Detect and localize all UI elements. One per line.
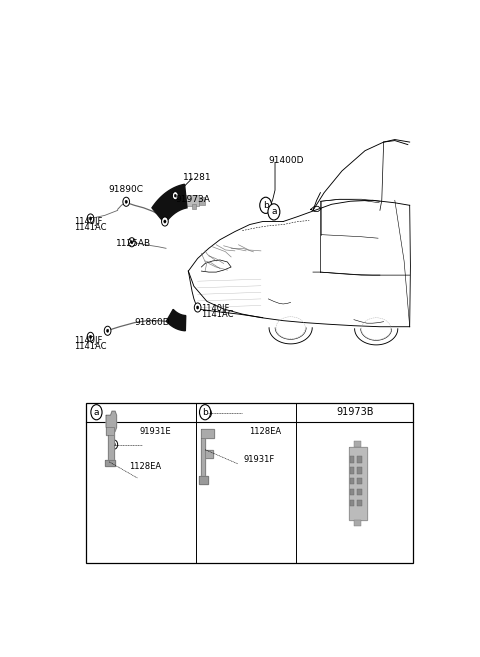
- Circle shape: [87, 214, 94, 223]
- Polygon shape: [201, 438, 205, 476]
- Text: 1125AB: 1125AB: [116, 238, 151, 248]
- Text: 91890C: 91890C: [108, 185, 144, 194]
- Bar: [357, 489, 362, 495]
- Bar: [357, 467, 362, 474]
- Text: 1128EA: 1128EA: [129, 463, 161, 471]
- Circle shape: [164, 220, 166, 223]
- Text: 1140JF: 1140JF: [74, 336, 103, 345]
- Bar: [349, 478, 354, 484]
- Bar: [349, 489, 354, 495]
- FancyBboxPatch shape: [163, 195, 199, 206]
- Polygon shape: [201, 430, 214, 438]
- FancyBboxPatch shape: [192, 204, 196, 209]
- Text: 11281: 11281: [183, 173, 211, 182]
- Polygon shape: [205, 449, 213, 458]
- Circle shape: [113, 443, 116, 446]
- Circle shape: [104, 327, 111, 335]
- Text: b: b: [263, 201, 269, 210]
- Bar: [354, 520, 361, 526]
- Text: 91973B: 91973B: [336, 407, 373, 417]
- Text: 1140JF: 1140JF: [202, 304, 230, 313]
- Circle shape: [125, 200, 127, 204]
- Circle shape: [129, 238, 135, 247]
- Circle shape: [207, 412, 209, 415]
- Circle shape: [200, 405, 211, 420]
- Bar: [349, 467, 354, 474]
- Polygon shape: [106, 411, 117, 432]
- Text: 1140JF: 1140JF: [74, 217, 103, 226]
- Circle shape: [107, 329, 109, 332]
- Polygon shape: [167, 309, 186, 330]
- Circle shape: [172, 192, 178, 200]
- Polygon shape: [152, 184, 187, 224]
- Bar: [357, 478, 362, 484]
- Circle shape: [111, 440, 118, 449]
- Text: a: a: [94, 408, 99, 417]
- Circle shape: [194, 303, 201, 312]
- Text: 1141AC: 1141AC: [202, 310, 234, 319]
- Text: 1141AC: 1141AC: [74, 223, 107, 232]
- Circle shape: [204, 409, 211, 418]
- Polygon shape: [106, 428, 114, 436]
- Text: 91931F: 91931F: [243, 455, 274, 464]
- Circle shape: [268, 204, 280, 220]
- Text: b: b: [202, 408, 208, 417]
- Text: 91973A: 91973A: [175, 194, 210, 204]
- Bar: [86, 403, 413, 564]
- Circle shape: [89, 335, 92, 338]
- Text: 1141AC: 1141AC: [74, 342, 107, 351]
- Bar: [349, 499, 354, 507]
- Text: 91860D: 91860D: [134, 318, 170, 327]
- Circle shape: [174, 194, 176, 197]
- Circle shape: [260, 197, 272, 214]
- Text: a: a: [271, 208, 276, 216]
- Text: 91931E: 91931E: [140, 427, 172, 436]
- Circle shape: [123, 197, 130, 206]
- Text: 91400D: 91400D: [268, 156, 304, 166]
- Circle shape: [131, 240, 133, 244]
- Circle shape: [196, 306, 199, 309]
- Text: 1128EA: 1128EA: [249, 428, 281, 436]
- Polygon shape: [108, 436, 114, 460]
- FancyBboxPatch shape: [199, 196, 205, 205]
- Bar: [357, 456, 362, 463]
- Circle shape: [162, 217, 168, 226]
- Polygon shape: [199, 476, 208, 484]
- Polygon shape: [348, 447, 367, 520]
- FancyBboxPatch shape: [165, 204, 170, 210]
- Bar: [349, 456, 354, 463]
- Circle shape: [89, 217, 92, 220]
- Circle shape: [91, 405, 102, 420]
- Circle shape: [87, 332, 94, 342]
- Bar: [357, 499, 362, 507]
- Polygon shape: [105, 460, 115, 466]
- Bar: [354, 441, 361, 447]
